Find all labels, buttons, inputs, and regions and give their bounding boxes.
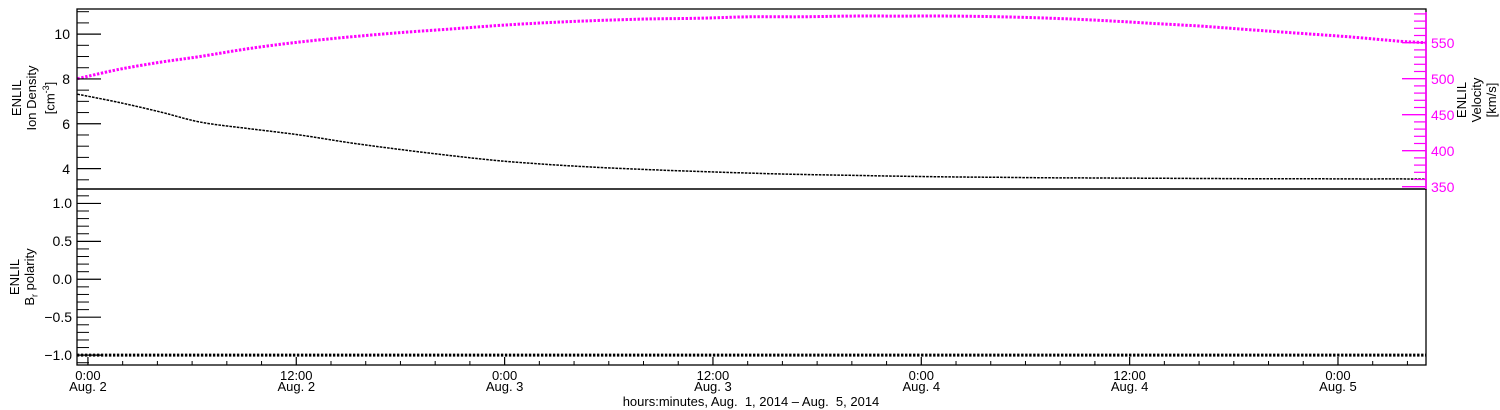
x-tick-label: 0:00 Aug. 4 <box>876 368 966 394</box>
velocity-tick-label: 550 <box>1431 34 1455 51</box>
series-velocity <box>77 14 1427 81</box>
density-tick-label: 6 <box>62 115 70 132</box>
x-tick-label: 0:00 Aug. 3 <box>460 368 550 394</box>
x-tick-date-label: Aug. 4 <box>1110 378 1149 394</box>
x-tick-time-label: 0:00 <box>1325 368 1351 383</box>
velocity-tick-label: 350 <box>1431 178 1455 195</box>
x-tick-time-label: 12:00 <box>279 368 313 383</box>
panel-frame-br-polarity <box>76 188 1427 366</box>
velocity-tick-label: 450 <box>1431 106 1455 123</box>
x-tick-label: 0:00 Aug. 5 <box>1293 368 1383 394</box>
x-tick-label: 0:00 Aug. 2 <box>43 368 133 394</box>
polarity-tick-label: −0.5 <box>44 309 72 326</box>
velocity-axis-title-line1: ENLIL <box>1454 81 1469 119</box>
velocity-tick-label: 400 <box>1431 142 1455 159</box>
x-tick-label: 12:00 Aug. 3 <box>668 368 758 394</box>
x-tick-date-label: Aug. 2 <box>277 378 316 394</box>
x-tick-time-label: 12:00 <box>696 368 730 383</box>
polarity-tick-label: 0.5 <box>52 233 72 250</box>
polarity-tick-label: −1.0 <box>44 347 72 364</box>
x-tick-date-label: Aug. 3 <box>485 378 524 394</box>
series-ion_density <box>77 93 1427 180</box>
panel-frame-density-velocity <box>76 8 1427 190</box>
polarity-tick-label: 0.0 <box>52 271 72 288</box>
density-tick-label: 8 <box>62 70 70 87</box>
x-tick-label: 12:00 Aug. 2 <box>251 368 341 394</box>
velocity-axis-title: ENLIL Velocity [km/s] <box>1454 15 1500 185</box>
x-tick-date-label: Aug. 2 <box>69 378 107 394</box>
x-axis-title: hours:minutes, Aug. 1, 2014 – Aug. 5, 20… <box>622 394 880 409</box>
velocity-axis-title-line2: Velocity <box>1469 77 1484 123</box>
x-tick-date-label: Aug. 5 <box>1319 378 1357 394</box>
density-tick-label: 10 <box>54 26 70 43</box>
velocity-tick-label: 500 <box>1431 70 1455 87</box>
velocity-axis-title-line3: [km/s] <box>1484 82 1499 118</box>
x-tick-date-label: Aug. 3 <box>694 378 732 394</box>
density-tick-label: 4 <box>62 160 70 177</box>
polarity-tick-label: 1.0 <box>52 195 72 212</box>
x-tick-label: 12:00 Aug. 4 <box>1085 368 1175 394</box>
x-tick-time-label: 0:00 <box>491 368 518 383</box>
x-tick-time-label: 0:00 <box>908 368 934 383</box>
x-tick-time-label: 0:00 <box>75 368 101 383</box>
x-tick-date-label: Aug. 4 <box>902 378 941 394</box>
x-tick-time-label: 12:00 <box>1113 368 1146 383</box>
